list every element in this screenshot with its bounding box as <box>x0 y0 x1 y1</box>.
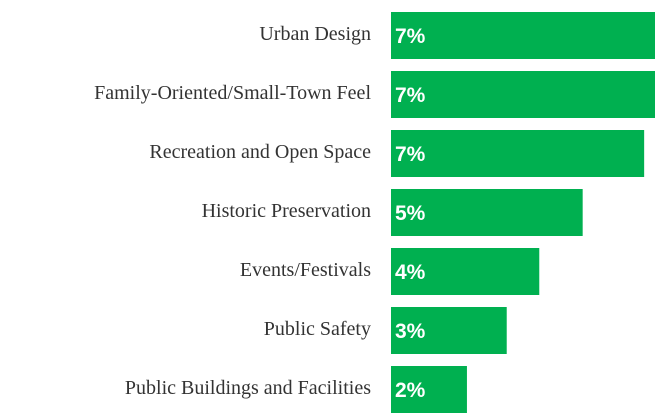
value-label: 7% <box>395 143 426 166</box>
category-label: Historic Preservation <box>202 200 371 222</box>
bar <box>391 12 655 59</box>
bar <box>391 71 655 118</box>
value-label: 5% <box>395 202 426 225</box>
category-label: Public Buildings and Facilities <box>125 377 371 399</box>
value-label: 7% <box>395 84 426 107</box>
value-label: 3% <box>395 320 426 343</box>
category-label: Recreation and Open Space <box>149 141 371 163</box>
category-label: Public Safety <box>264 318 371 340</box>
bar <box>391 189 583 236</box>
bar <box>391 307 507 354</box>
value-label: 4% <box>395 261 426 284</box>
bar <box>391 248 540 295</box>
bar <box>391 366 467 413</box>
value-label: 7% <box>395 25 426 48</box>
value-label: 2% <box>395 379 426 402</box>
bar <box>391 130 645 177</box>
category-label: Urban Design <box>259 23 371 45</box>
category-label: Family-Oriented/Small-Town Feel <box>94 82 371 104</box>
category-label: Events/Festivals <box>240 259 371 281</box>
